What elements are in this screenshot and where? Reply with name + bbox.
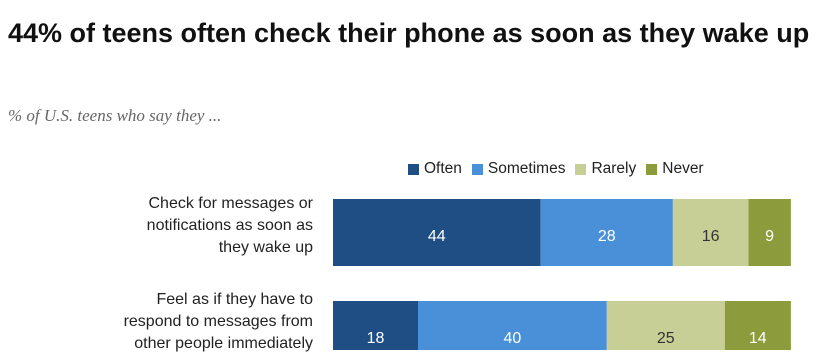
bar-often (333, 301, 418, 350)
legend-label: Often (424, 160, 462, 177)
category-label-line: they wake up (218, 239, 313, 256)
category-label-line: respond to messages from (123, 313, 313, 330)
legend-label: Rarely (591, 160, 637, 177)
bar-rarely (672, 199, 749, 266)
data-label: 25 (657, 330, 675, 347)
legend-label: Sometimes (487, 160, 566, 177)
bar-sometimes (540, 199, 673, 266)
legend-swatch (408, 163, 419, 175)
legend-swatch (646, 163, 658, 175)
legend-item-often: Often (408, 160, 462, 178)
data-label: 44 (428, 228, 446, 245)
legend-item-sometimes: Sometimes (471, 160, 566, 178)
category-label-line: notifications as soon as (146, 217, 313, 234)
bar-often (333, 199, 541, 266)
legend-label: Never (662, 160, 704, 177)
data-label: 14 (749, 330, 767, 347)
bar-never (748, 199, 791, 266)
data-label: 18 (367, 330, 385, 347)
data-label: 9 (765, 228, 774, 245)
bar-never (724, 301, 791, 350)
bar-sometimes (418, 301, 607, 350)
legend: Often Sometimes Rarely Never (408, 160, 714, 178)
chart-subtitle: % of U.S. teens who say they ... (8, 106, 222, 125)
data-label: 16 (702, 228, 720, 245)
data-label: 28 (598, 228, 616, 245)
category-label: Feel as if they have to respond to messag… (10, 289, 313, 355)
category-label-line: Feel as if they have to (156, 291, 313, 308)
category-label-line: other people immediately (134, 335, 313, 352)
legend-swatch (575, 163, 587, 175)
legend-swatch (471, 163, 483, 175)
legend-item-rarely: Rarely (575, 160, 636, 178)
legend-item-never: Never (646, 160, 704, 178)
data-label: 40 (504, 330, 522, 347)
bar-rarely (606, 301, 725, 350)
category-label-line: Check for messages or (148, 195, 313, 212)
chart-title: 44% of teens often check their phone as … (8, 18, 810, 48)
category-label: Check for messages or notifications as so… (10, 193, 313, 259)
